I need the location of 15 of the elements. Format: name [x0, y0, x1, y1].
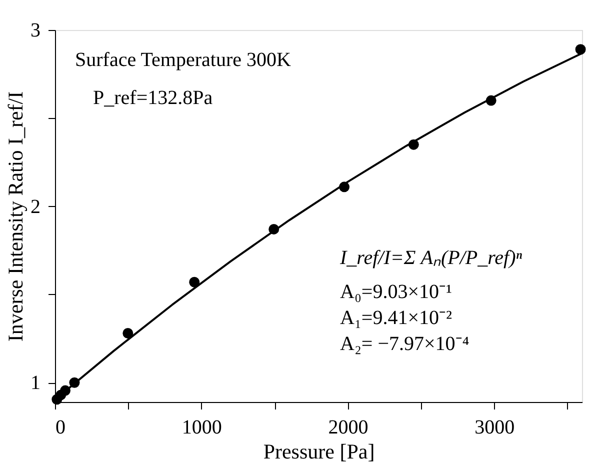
x-tick-label: 2000 — [328, 416, 368, 438]
annotation: P_ref=132.8Pa — [93, 87, 213, 109]
annotation: Surface Temperature 300K — [75, 49, 292, 71]
y-tick-label: 3 — [30, 20, 40, 42]
annotation: A₁=9.41×10⁻² — [340, 307, 452, 329]
x-tick-label: 1000 — [182, 416, 222, 438]
y-axis-title: Inverse Intensity Ratio I_ref/I — [4, 91, 28, 342]
annotation: I_ref/I=Σ Aₙ(P/P_ref)ⁿ — [339, 247, 523, 269]
x-tick-label: 3000 — [474, 416, 515, 438]
annotation: A₀=9.03×10⁻¹ — [340, 281, 452, 303]
y-tick-label: 2 — [30, 196, 40, 218]
x-axis-title: Pressure [Pa] — [263, 440, 375, 464]
x-tick-label: 0 — [56, 416, 66, 438]
y-tick-label: 1 — [30, 372, 40, 394]
annotation: A₂= −7.97×10⁻⁴ — [340, 333, 470, 355]
